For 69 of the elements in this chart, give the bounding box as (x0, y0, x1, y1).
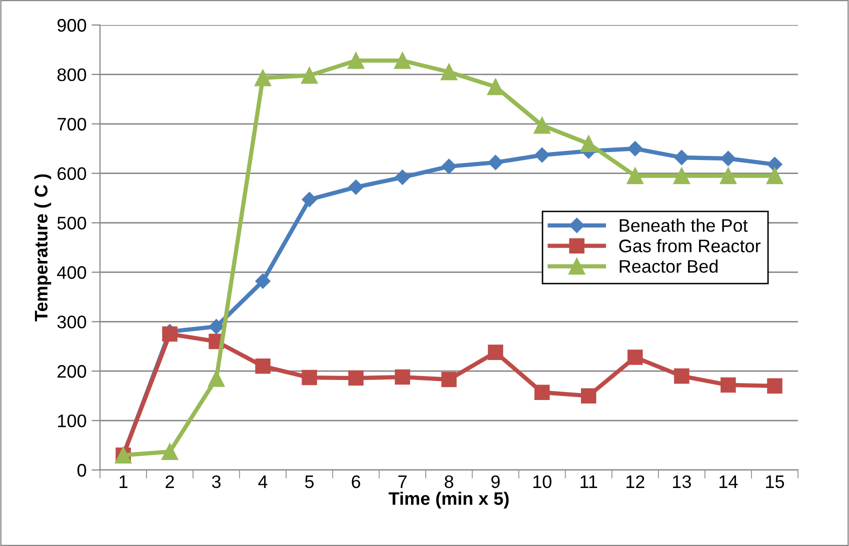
point (674, 368, 690, 384)
point (626, 167, 644, 184)
legend-label: Reactor Bed (620, 260, 718, 273)
point (208, 319, 224, 334)
point (534, 117, 550, 134)
point (534, 384, 550, 400)
x-tick-label: 13 (673, 475, 691, 488)
point (301, 67, 318, 84)
x-tick-label: 4 (258, 476, 268, 488)
x-tick-label: 3 (212, 475, 221, 488)
x-tick-label: 6 (352, 475, 360, 488)
legend-label: Beneath the Pot (620, 218, 748, 232)
x-tick-label: 5 (305, 476, 314, 488)
point (255, 358, 271, 374)
y-tick-label: 0 (77, 464, 86, 477)
point (488, 344, 504, 360)
point (766, 167, 784, 184)
point (441, 372, 457, 388)
point (394, 52, 411, 69)
x-tick-label: 8 (444, 475, 454, 488)
y-tick-label: 200 (58, 365, 86, 378)
point (767, 156, 782, 172)
point (441, 158, 457, 174)
point (348, 370, 364, 386)
y-tick-label: 900 (58, 18, 86, 32)
point (720, 377, 736, 393)
x-tick-label: 9 (491, 475, 500, 488)
point (208, 370, 225, 387)
point (487, 78, 504, 96)
x-tick-label: 12 (626, 475, 644, 488)
point (534, 147, 550, 163)
legend-label: Gas from Reactor (619, 239, 761, 252)
point (302, 192, 317, 208)
y-tick-label: 400 (57, 266, 86, 279)
y-tick-label: 500 (57, 216, 86, 230)
point (394, 170, 410, 185)
x-tick-label: 2 (166, 475, 174, 488)
point (767, 378, 782, 394)
point (580, 388, 596, 404)
x-tick-label: 1 (120, 476, 128, 488)
point (673, 167, 690, 184)
x-tick-label: 7 (398, 476, 407, 488)
point (720, 167, 737, 184)
y-tick-label: 100 (58, 414, 86, 428)
y-axis-title: Temperature ( C ) (34, 174, 52, 322)
point (254, 70, 272, 86)
x-tick-label: 10 (533, 475, 552, 488)
x-axis-title: Time (min x 5) (388, 492, 509, 509)
point (628, 141, 643, 156)
x-tick-label: 11 (580, 476, 598, 488)
y-tick-label: 800 (57, 68, 86, 82)
point (302, 370, 318, 386)
point (580, 135, 597, 152)
point (720, 150, 736, 166)
x-tick-label: 14 (720, 476, 738, 488)
x-tick-label: 15 (766, 476, 784, 488)
point (348, 52, 364, 69)
point (255, 274, 270, 289)
y-tick-label: 300 (57, 316, 86, 328)
point (488, 154, 504, 170)
point (674, 150, 690, 166)
point (440, 64, 458, 80)
point (162, 326, 178, 342)
point (627, 350, 643, 365)
point (394, 369, 410, 385)
point (161, 443, 178, 460)
y-tick-label: 700 (58, 118, 86, 131)
point (348, 180, 364, 195)
y-tick-label: 600 (58, 167, 86, 180)
